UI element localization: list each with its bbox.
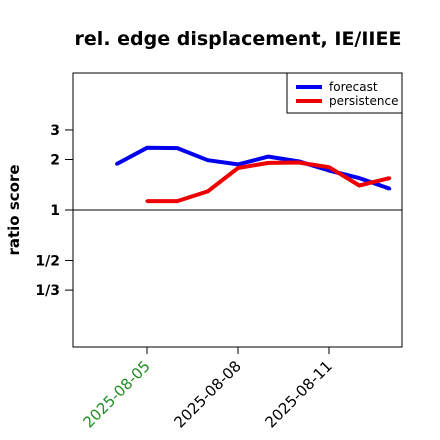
- data-point-persistence-8: [388, 176, 392, 180]
- data-point-persistence-5: [297, 160, 301, 165]
- data-point-persistence-6: [327, 165, 331, 169]
- data-point-persistence-2: [206, 189, 210, 193]
- y-tick-label-4: 1/3: [35, 283, 60, 299]
- y-tick-label-2: 1: [50, 203, 60, 219]
- data-point-persistence-1: [175, 199, 179, 203]
- x-tick-label-0: 2025-08-05: [79, 357, 153, 431]
- data-point-forecast-9: [388, 187, 392, 191]
- x-tick-label-2: 2025-08-11: [261, 357, 335, 431]
- legend-label-forecast: forecast: [329, 80, 378, 94]
- data-point-persistence-0: [145, 199, 149, 203]
- data-point-forecast-0: [115, 162, 119, 166]
- x-tick-label-1: 2025-08-08: [170, 357, 244, 431]
- y-axis-label: ratio score: [5, 164, 23, 255]
- y-tick-label-0: 3: [50, 123, 60, 139]
- legend-box: [286, 72, 403, 114]
- series-layer: [115, 145, 392, 204]
- data-point-forecast-5: [266, 155, 270, 159]
- legend-label-persistence: persistence: [329, 94, 398, 108]
- legend: forecast persistence: [286, 72, 403, 114]
- series-line-persistence: [147, 160, 391, 204]
- data-point-forecast-1: [145, 146, 149, 150]
- data-point-persistence-3: [236, 166, 240, 170]
- axis-layer: 3 2 1 1/2 1/3 2025-08-05 2025-08-08 2025-08-11: [35, 123, 335, 432]
- data-point-forecast-2: [175, 146, 179, 150]
- data-point-forecast-8: [357, 176, 361, 180]
- chart-title: rel. edge displacement, IE/IIEE: [75, 28, 402, 50]
- y-tick-label-1: 2: [50, 153, 60, 169]
- data-point-persistence-7: [357, 183, 361, 188]
- y-tick-label-3: 1/2: [35, 254, 60, 270]
- series-line-forecast: [115, 145, 391, 191]
- data-point-forecast-3: [206, 158, 210, 162]
- data-point-forecast-4: [236, 162, 240, 166]
- data-point-persistence-4: [266, 161, 270, 165]
